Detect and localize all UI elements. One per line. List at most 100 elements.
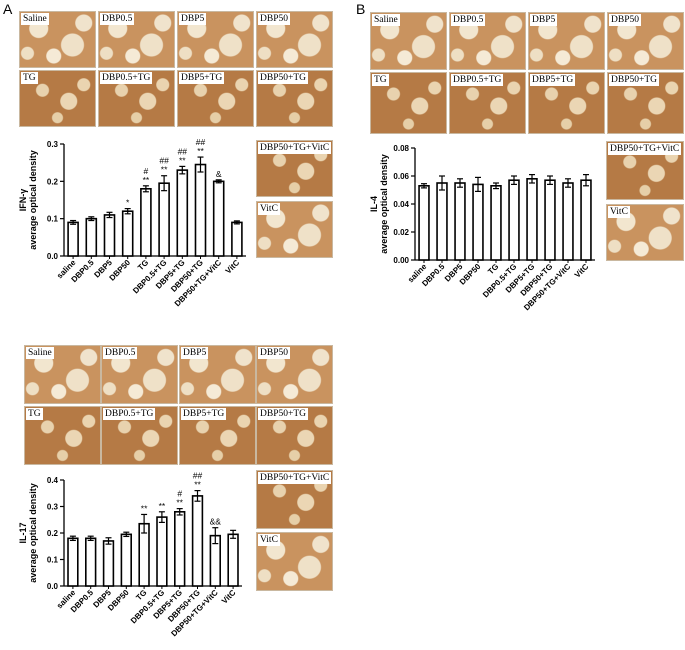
significance-mark: ## xyxy=(178,146,188,156)
y-tick-label: 0.1 xyxy=(47,215,59,224)
micrograph-dbp50-tg-vitc: DBP50+TG+VitC xyxy=(606,141,684,200)
y-axis-label: IL-17 xyxy=(18,522,28,543)
bar xyxy=(490,184,502,261)
micrograph-label: TG xyxy=(21,72,38,84)
micrograph-label: Saline xyxy=(21,13,49,25)
y-tick-label: 0.06 xyxy=(393,172,409,181)
significance-mark: & xyxy=(216,169,222,179)
bar xyxy=(102,540,115,587)
micrograph-label: DBP5 xyxy=(179,13,207,25)
micrograph-vitc: VitC xyxy=(606,204,684,261)
micrograph-dbp50-tg-vitc: DBP50+TG+VitC xyxy=(256,140,333,197)
micrograph-dbp05: DBP0.5 xyxy=(101,345,178,404)
micrograph-label: DBP0.5+TG xyxy=(100,72,153,84)
micrograph-dbp05-tg: DBP0.5+TG xyxy=(98,70,175,127)
micrograph-dbp5-tg: DBP5+TG xyxy=(179,406,256,465)
significance-mark: * xyxy=(126,198,130,208)
x-tick-label: TG xyxy=(134,588,148,602)
micrograph-vitc: VitC xyxy=(256,532,333,591)
bar xyxy=(121,210,134,257)
micrograph-dbp50: DBP50 xyxy=(256,11,333,68)
bar xyxy=(85,537,97,587)
x-tick-label: TG xyxy=(486,262,500,276)
micrograph-label: TG xyxy=(26,408,43,420)
micrograph-label: VitC xyxy=(608,206,630,218)
bar xyxy=(454,182,466,261)
micrograph-dbp5: DBP5 xyxy=(177,11,254,68)
micrograph-dbp50-tg: DBP50+TG xyxy=(607,72,684,134)
micrograph-label: DBP50+TG xyxy=(258,408,309,420)
bar xyxy=(508,179,520,261)
micrograph-label: DBP0.5 xyxy=(451,14,486,26)
micrograph-label: DBP0.5 xyxy=(100,13,135,25)
significance-mark: ## xyxy=(196,137,206,147)
micrograph-label: Saline xyxy=(372,14,400,26)
y-tick-label: 0.1 xyxy=(47,556,59,565)
bar xyxy=(156,516,168,587)
bar xyxy=(526,177,538,261)
significance-mark: ** xyxy=(161,165,168,175)
y-tick-label: 0.08 xyxy=(393,144,409,153)
micrograph-label: DBP50+TG xyxy=(258,72,309,84)
micrograph-label: DBP50+TG xyxy=(609,74,660,86)
x-tick-label: DBP50 xyxy=(458,262,483,287)
micrograph-saline: Saline xyxy=(24,345,101,404)
micrograph-dbp50: DBP50 xyxy=(256,345,333,404)
y-tick-label: 0.3 xyxy=(47,503,59,512)
bar xyxy=(120,533,132,587)
significance-mark: ** xyxy=(143,175,150,185)
micrograph-label: DBP5+TG xyxy=(179,72,225,84)
micrograph-dbp05-tg: DBP0.5+TG xyxy=(449,72,526,134)
bar xyxy=(174,510,186,587)
micrograph-dbp50-tg: DBP50+TG xyxy=(256,406,333,465)
y-tick-label: 0.04 xyxy=(393,200,409,209)
x-tick-label: TG xyxy=(136,258,150,272)
significance-mark: ## xyxy=(193,471,203,481)
y-axis-label: IL-4 xyxy=(369,196,379,212)
micrograph-tg: TG xyxy=(24,406,101,465)
y-tick-label: 0.00 xyxy=(393,256,409,265)
bar xyxy=(212,180,225,257)
y-tick-label: 0.0 xyxy=(47,252,59,261)
micrograph-label: DBP50+TG+VitC xyxy=(258,142,332,154)
micrograph-saline: Saline xyxy=(19,11,96,68)
micrograph-dbp05: DBP0.5 xyxy=(98,11,175,68)
bar xyxy=(176,169,189,257)
micrograph-tg: TG xyxy=(19,70,96,127)
micrograph-label: DBP5+TG xyxy=(181,408,227,420)
micrograph-label: DBP5 xyxy=(530,14,558,26)
micrograph-dbp05: DBP0.5 xyxy=(449,12,526,70)
bar xyxy=(472,183,484,261)
micrograph-label: VitC xyxy=(258,203,280,215)
il4-bar-chart: 0.00 0.02 0.04 0.06 0.08 IL-4 average optical … xyxy=(369,144,595,312)
bar xyxy=(103,214,116,257)
micrograph-dbp5-tg: DBP5+TG xyxy=(177,70,254,127)
x-tick-label: DBP50 xyxy=(108,258,133,283)
micrograph-dbp5: DBP5 xyxy=(179,345,256,404)
y-axis-label-unit: average optical density xyxy=(379,154,389,254)
micrograph-dbp5-tg: DBP5+TG xyxy=(528,72,605,134)
bar xyxy=(191,495,204,587)
y-tick-label: 0.4 xyxy=(47,476,59,485)
significance-mark: # xyxy=(177,489,182,499)
micrograph-label: DBP50 xyxy=(258,347,290,359)
y-axis-label-unit: average optical density xyxy=(28,483,38,583)
significance-mark: # xyxy=(144,166,149,176)
panel-label-b: B xyxy=(356,1,366,17)
micrograph-dbp05-tg: DBP0.5+TG xyxy=(101,406,178,465)
bar xyxy=(544,179,556,261)
panel-label-a: A xyxy=(3,1,13,17)
bar xyxy=(580,179,592,261)
bar xyxy=(67,221,79,257)
micrograph-label: DBP50 xyxy=(258,13,290,25)
micrograph-label: DBP50 xyxy=(609,14,641,26)
ifn-gamma-bar-chart: 0.0 0.1 0.2 0.3 IFN-γ average optical density… xyxy=(18,137,246,308)
micrograph-vitc: VitC xyxy=(256,201,333,258)
bar xyxy=(85,217,98,257)
bar xyxy=(231,221,243,257)
significance-mark: && xyxy=(210,517,222,527)
il17-bar-chart: 0.0 0.1 0.2 0.3 0.4 IL-17 average optical dens… xyxy=(18,471,242,638)
micrograph-label: DBP5 xyxy=(181,347,209,359)
micrograph-label: DBP0.5+TG xyxy=(451,74,504,86)
significance-mark: ** xyxy=(141,503,148,513)
